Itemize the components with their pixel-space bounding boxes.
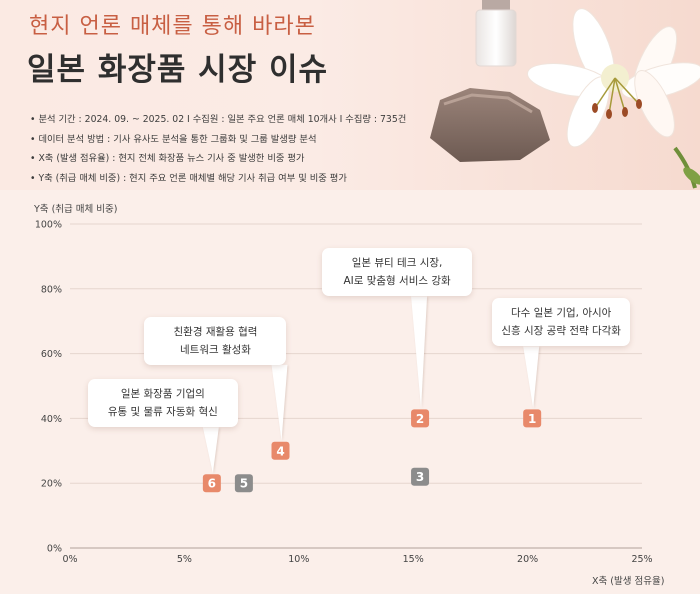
point-label: 4	[276, 444, 284, 458]
callout-text: 일본 뷰티 테크 시장,	[351, 257, 443, 270]
callout-text: 일본 화장품 기업의	[120, 388, 205, 401]
x-axis-label: X축 (발생 점유율)	[592, 576, 665, 587]
y-tick-label: 20%	[41, 479, 62, 490]
analysis-notes: • 분석 기간 : 2024. 09. ~ 2025. 02 I 수집원 : 일…	[30, 110, 406, 188]
point-label: 1	[528, 412, 536, 426]
y-tick-label: 80%	[41, 284, 62, 295]
header-banner: 현지 언론 매체를 통해 바라본 일본 화장품 시장 이슈 • 분석 기간 : …	[0, 0, 700, 190]
y-tick-label: 100%	[35, 220, 62, 231]
point-marker	[411, 409, 430, 428]
callout-tail	[202, 427, 219, 474]
point-label: 3	[416, 470, 424, 484]
callout-text: 유통 및 물류 자동화 혁신	[107, 406, 218, 419]
note-method: • 데이터 분석 방법 : 기사 유사도 분석을 통한 그룹화 및 그룹 발생량…	[30, 133, 317, 145]
cosmetics-illustration	[430, 0, 700, 189]
page-subtitle: 현지 언론 매체를 통해 바라본	[29, 14, 316, 39]
point-label: 5	[240, 477, 248, 491]
lily-flower-icon	[527, 8, 700, 189]
point-marker	[271, 441, 290, 460]
note-y-axis: • Y축 (취급 매체 비중) : 현지 주요 언론 매체별 해당 기사 취급 …	[30, 172, 347, 184]
callout-tail	[411, 296, 428, 409]
point-marker	[411, 467, 430, 486]
callout-bubble: 일본 뷰티 테크 시장, AI로 맞춤형 서비스 강화	[322, 248, 473, 297]
callout-text: 신흥 시장 공략 전략 다각화	[501, 325, 621, 338]
callout-tail	[271, 364, 288, 441]
callout-text: 친환경 재활용 협력	[173, 325, 258, 338]
y-tick-label: 40%	[41, 414, 62, 425]
callout-tail	[523, 346, 540, 409]
note-x-axis: • X축 (발생 점유율) : 현지 전체 화장품 뉴스 기사 중 발생한 비중…	[30, 153, 305, 164]
note-period: • 분석 기간 : 2024. 09. ~ 2025. 02 I 수집원 : 일…	[30, 114, 407, 125]
x-tick-label: 20%	[517, 554, 538, 565]
x-tick-label: 5%	[177, 554, 192, 565]
bottle-icon	[475, 0, 517, 67]
point-label: 6	[208, 477, 216, 491]
plot-area: 0% 20% 40% 60% 80% 100% 0% 5% 10% 15% 20% 25% 1 2 3 4 5 6	[35, 220, 653, 566]
point-marker	[202, 474, 221, 493]
callout-text: 네트워크 활성화	[180, 343, 251, 356]
y-axis-label: Y축 (취급 매체 비중)	[34, 204, 118, 215]
scatter-chart: Y축 (취급 매체 비중) 0% 20% 40% 60% 80% 100% 0% 5% 10% 1…	[0, 190, 700, 594]
x-tick-label: 25%	[631, 554, 652, 565]
x-tick-label: 15%	[403, 554, 424, 565]
point-label: 2	[416, 412, 424, 426]
page-title: 일본 화장품 시장 이슈	[27, 52, 329, 88]
callout-text: AI로 맞춤형 서비스 강화	[343, 275, 451, 288]
x-tick-label: 10%	[288, 554, 309, 565]
stone-icon	[430, 88, 550, 162]
callout-text: 다수 일본 기업, 아시아	[511, 307, 612, 320]
point-marker	[234, 474, 253, 493]
y-tick-label: 0%	[47, 544, 62, 555]
point-marker	[523, 409, 542, 428]
y-tick-label: 60%	[41, 349, 62, 360]
x-tick-label: 0%	[62, 554, 77, 565]
